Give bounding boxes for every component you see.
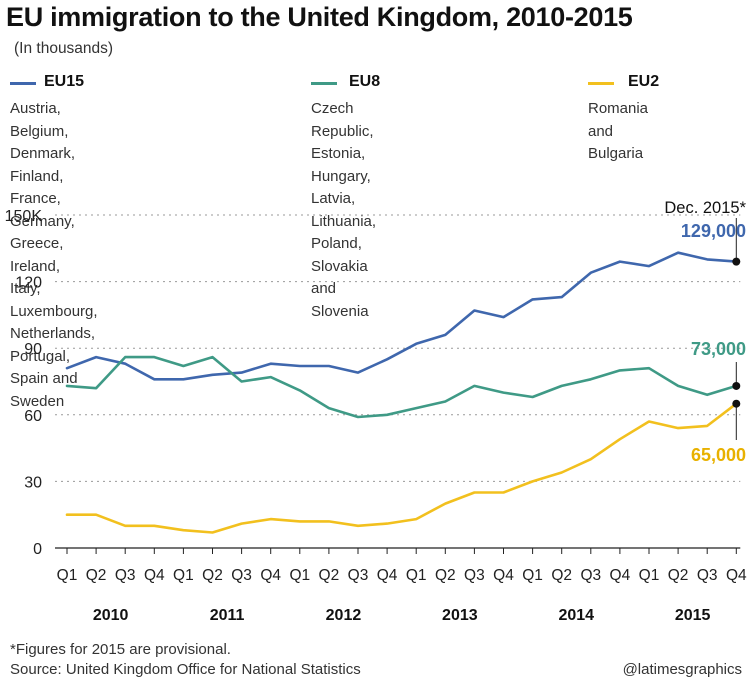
y-tick-label: 120 xyxy=(15,275,42,292)
legend-name-eu15: EU15 xyxy=(44,73,85,90)
year-label: 2011 xyxy=(210,607,245,624)
annotation-value-eu2: 65,000 xyxy=(691,445,746,465)
x-tick-label: Q4 xyxy=(726,567,747,584)
footnote: *Figures for 2015 are provisional. xyxy=(10,641,231,658)
legend-name-eu8: EU8 xyxy=(349,73,381,90)
x-tick-label: Q1 xyxy=(173,567,194,584)
x-tick-label: Q2 xyxy=(668,567,689,584)
endpoint-dot-eu2 xyxy=(732,399,741,408)
x-tick-label: Q1 xyxy=(406,567,427,584)
year-label: 2013 xyxy=(442,607,478,624)
year-label: 2012 xyxy=(326,607,362,624)
legend-swatch-eu15 xyxy=(10,82,36,85)
legend-desc-eu2: Romania and Bulgaria xyxy=(588,100,649,162)
x-tick-label: Q2 xyxy=(435,567,456,584)
x-tick-label: Q4 xyxy=(377,567,398,584)
series-line-eu8 xyxy=(65,355,738,419)
x-tick-label: Q2 xyxy=(86,567,107,584)
y-tick-label: 0 xyxy=(33,541,42,558)
x-tick-label: Q3 xyxy=(231,567,252,584)
chart-title: EU immigration to the United Kingdom, 20… xyxy=(6,2,633,32)
y-tick-label: 150K xyxy=(5,208,43,225)
y-tick-label: 60 xyxy=(24,408,42,425)
legend-desc-eu15: Austria, Belgium, Denmark, Finland, Fran… xyxy=(10,100,98,410)
x-tick-label: Q1 xyxy=(639,567,660,584)
x-tick-label: Q3 xyxy=(580,567,601,584)
endpoint-dot-eu8 xyxy=(732,381,741,390)
x-tick-label: Q3 xyxy=(697,567,718,584)
endpoint-dot-eu15 xyxy=(732,257,741,266)
annotation-value-eu15: 129,000 xyxy=(681,221,746,241)
year-label: 2010 xyxy=(93,607,129,624)
annotation-value-eu8: 73,000 xyxy=(691,339,746,359)
x-tick-label: Q4 xyxy=(144,567,165,584)
x-tick-label: Q4 xyxy=(610,567,631,584)
legend-desc-eu8: Czech Republic, Estonia, Hungary, Latvia… xyxy=(311,100,377,320)
series-line-eu15 xyxy=(65,251,738,381)
y-tick-label: 30 xyxy=(24,474,42,491)
x-tick-label: Q2 xyxy=(319,567,340,584)
x-tick-label: Q3 xyxy=(115,567,136,584)
x-tick-label: Q4 xyxy=(493,567,514,584)
x-tick-label: Q1 xyxy=(57,567,78,584)
x-tick-label: Q4 xyxy=(260,567,281,584)
x-tick-label: Q1 xyxy=(289,567,310,584)
x-tick-label: Q1 xyxy=(522,567,543,584)
legend-swatch-eu8 xyxy=(311,82,337,85)
year-label: 2015 xyxy=(675,607,711,624)
legend-swatch-eu2 xyxy=(588,82,614,85)
credit-line: @latimesgraphics xyxy=(622,661,742,678)
x-tick-label: Q3 xyxy=(464,567,485,584)
series-line-eu2 xyxy=(65,402,738,534)
annotation-dec-2015: Dec. 2015* xyxy=(664,199,746,217)
x-tick-label: Q3 xyxy=(348,567,369,584)
chart-subtitle: (In thousands) xyxy=(14,40,114,57)
source-line: Source: United Kingdom Office for Nation… xyxy=(10,661,361,678)
y-tick-label: 90 xyxy=(24,341,42,358)
x-tick-label: Q2 xyxy=(202,567,223,584)
year-label: 2014 xyxy=(558,607,594,624)
legend-name-eu2: EU2 xyxy=(628,73,660,90)
x-tick-label: Q2 xyxy=(551,567,572,584)
